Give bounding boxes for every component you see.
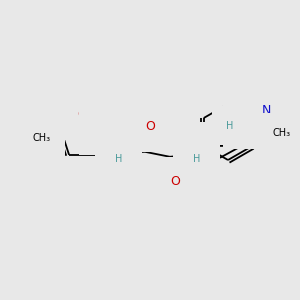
- Text: N: N: [114, 140, 124, 153]
- Text: CH₃: CH₃: [273, 128, 291, 138]
- Text: O: O: [77, 109, 87, 122]
- Text: O: O: [145, 120, 155, 133]
- Text: N: N: [192, 140, 202, 153]
- Text: CH₃: CH₃: [32, 133, 50, 143]
- Text: N: N: [98, 124, 108, 137]
- Text: H: H: [115, 154, 123, 164]
- Text: H: H: [193, 154, 201, 164]
- Text: O: O: [242, 117, 252, 130]
- Text: O: O: [170, 175, 180, 188]
- Text: H: H: [226, 121, 234, 131]
- Text: N: N: [261, 104, 271, 118]
